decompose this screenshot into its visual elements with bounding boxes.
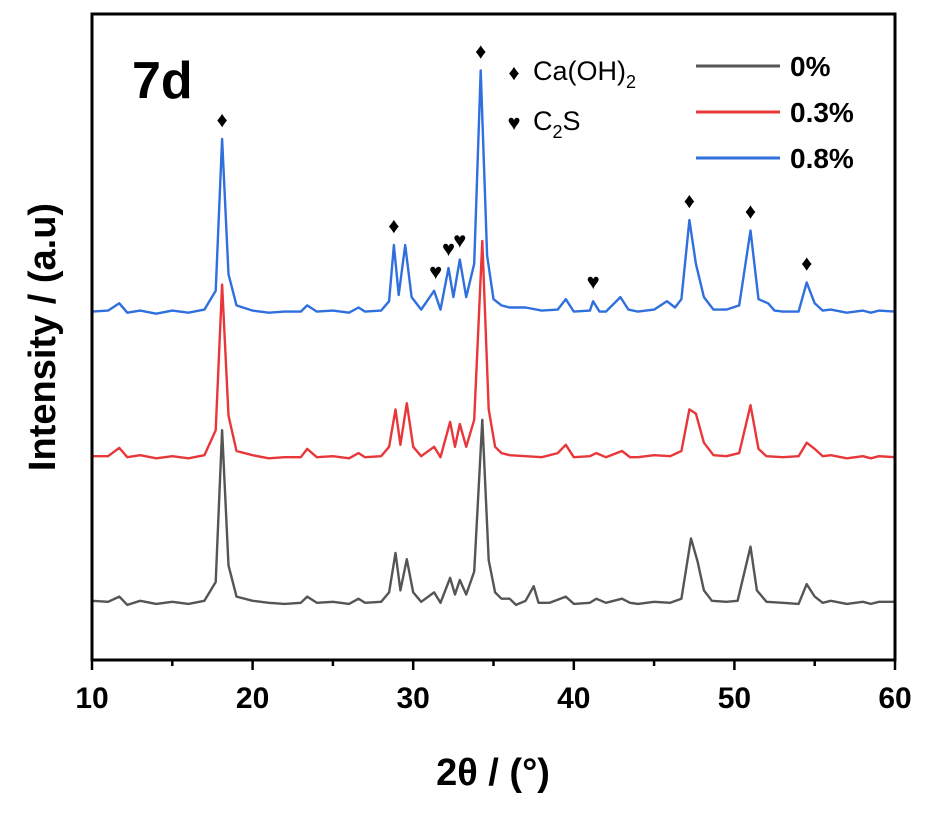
x-tick-label-50: 50: [718, 682, 751, 715]
legend-marker-symbol-1: ♥: [507, 110, 520, 135]
x-axis-ticks: 10 20 30 40 50 60: [75, 660, 912, 715]
series-line-0%: [91, 418, 895, 607]
x-tick-label-40: 40: [557, 682, 590, 715]
legend-label-2: 0.8%: [790, 143, 854, 174]
legend-marker-label-0: Ca(OH)2: [533, 56, 636, 92]
peak-markers: ♦♦♥♥♥♦♥♦ ♦♦: [216, 38, 812, 294]
series-line-0.8%: [91, 69, 896, 315]
peak-marker-6: ♥: [587, 269, 600, 294]
chart-title: 7d: [132, 52, 193, 110]
peak-marker-7: ♦: [684, 188, 695, 213]
x-tick-label-60: 60: [878, 682, 911, 715]
x-tick-label-20: 20: [236, 682, 269, 715]
peak-marker-9: ♦: [801, 251, 812, 276]
series-layer: [91, 69, 896, 607]
y-axis-label: Intensity / (a.u): [22, 203, 64, 471]
peak-marker-2: ♥: [429, 259, 442, 284]
legend-label-1: 0.3%: [790, 97, 854, 128]
legend-marker-symbol-0: ♦: [508, 60, 519, 85]
peak-marker-0: ♦: [216, 107, 227, 132]
series-legend: 0% 0.3% 0.8%: [696, 51, 854, 174]
x-tick-label-30: 30: [397, 682, 430, 715]
x-tick-label-10: 10: [75, 682, 108, 715]
marker-legend: ♦ Ca(OH)2 ♥ C2S: [507, 56, 636, 142]
x-axis-label: 2θ / (°): [436, 752, 550, 794]
legend-marker-label-1: C2S: [533, 106, 581, 142]
peak-marker-4: ♥: [453, 228, 466, 253]
peak-marker-1: ♦: [388, 213, 399, 238]
peak-marker-8: ♦: [745, 199, 756, 224]
series-line-0.3%: [92, 239, 896, 460]
peak-marker-5: ♦: [475, 38, 486, 63]
legend-label-0: 0%: [790, 51, 831, 82]
peak-marker-3: ♥: [442, 236, 455, 261]
